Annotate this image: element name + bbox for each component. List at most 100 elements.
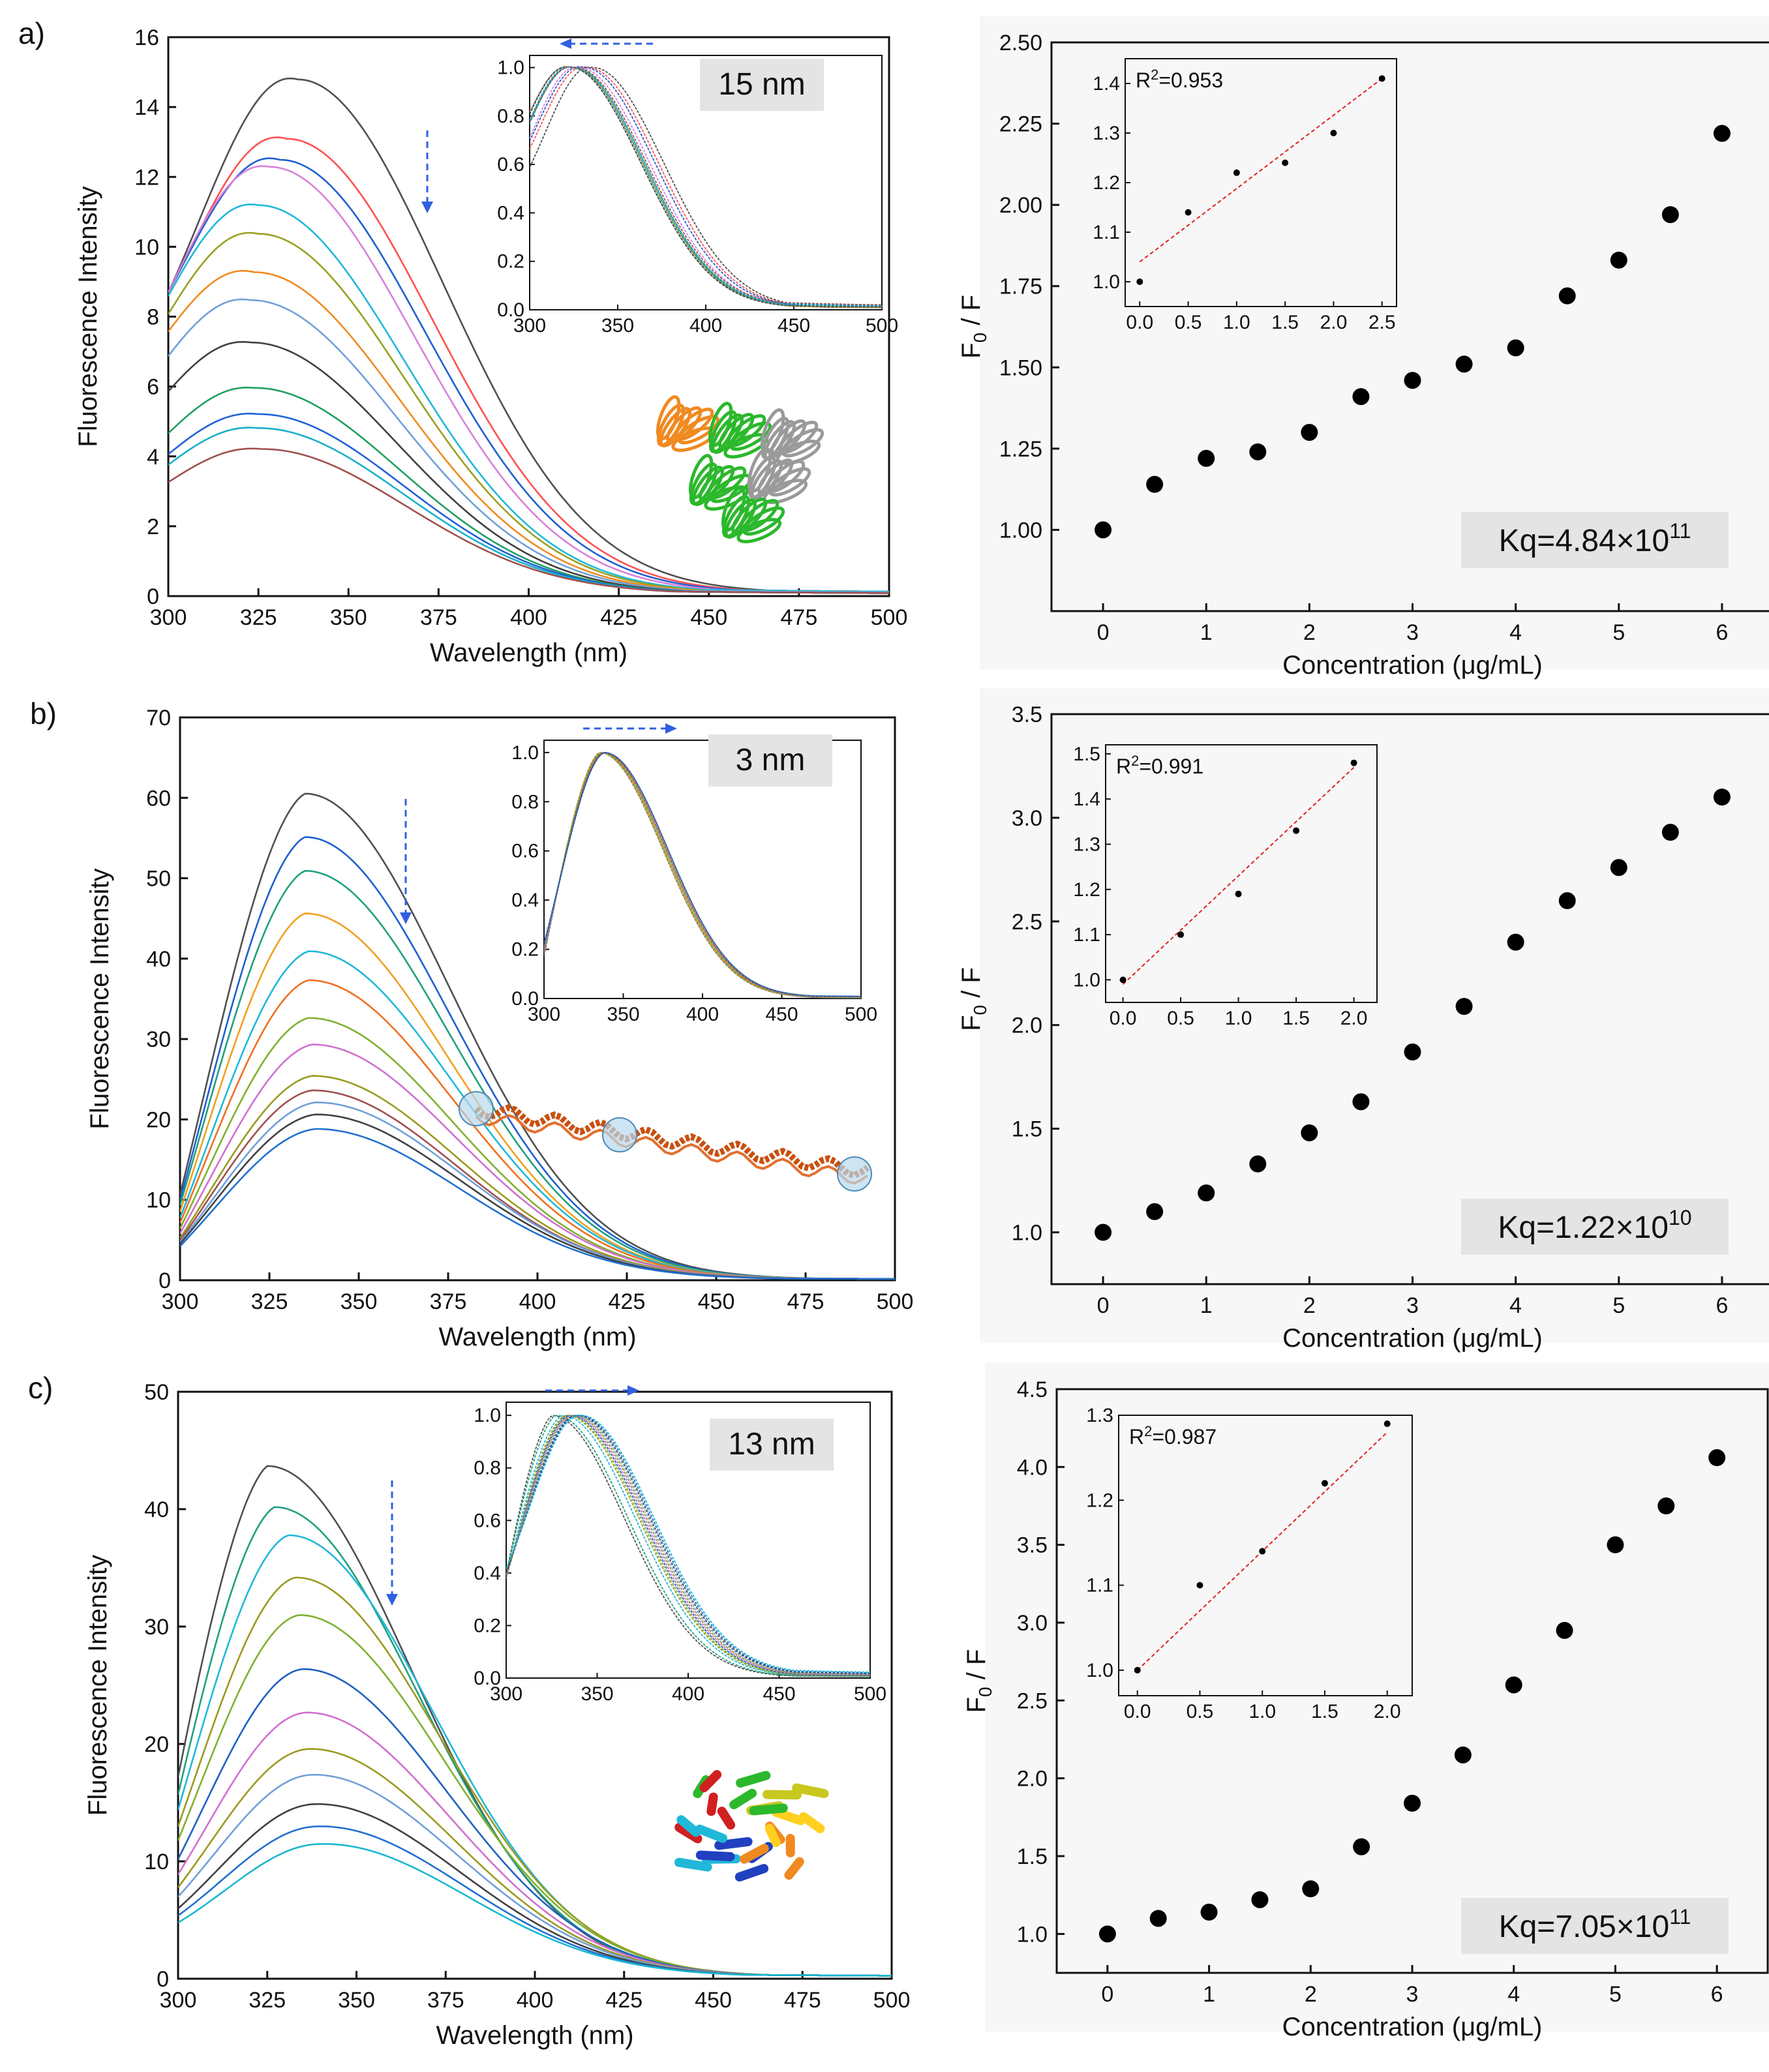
shift-arrow-head xyxy=(665,723,677,734)
sheet-segment xyxy=(762,1790,802,1800)
data-point xyxy=(1610,859,1627,877)
inset-y-tick-label: 0.4 xyxy=(474,1563,501,1584)
protein-structure-image xyxy=(674,1770,829,1882)
kq-value: Kq=7.05×1011 xyxy=(1499,1905,1691,1944)
inset-fit-line xyxy=(1122,766,1355,985)
y-axis-label-text: F0 / F xyxy=(957,295,990,359)
data-point xyxy=(1353,1838,1370,1855)
kq-exponent: 11 xyxy=(1669,519,1691,543)
x-tick-label: 425 xyxy=(600,605,637,630)
x-tick-label: 5 xyxy=(1612,1293,1625,1318)
inset-y-tick-label: 0.4 xyxy=(497,202,524,224)
sv-panel-b_sternvolmer: 0 1 2 3 4 5 6 1.0 1.5 2.0 2.5 3.0 3.5 Concentration (… xyxy=(957,688,1769,1353)
inset-x-tick-label: 0.5 xyxy=(1175,312,1202,333)
spectrum-line-5 xyxy=(168,203,889,593)
x-tick-label: 4 xyxy=(1509,620,1522,645)
spectrum-line-3 xyxy=(180,869,895,1280)
shift-badge: 3 nm xyxy=(736,743,806,777)
globular-domain xyxy=(602,1117,637,1152)
data-point xyxy=(1507,933,1524,951)
inset-norm-line-9 xyxy=(544,752,861,998)
x-tick-label: 475 xyxy=(784,1988,821,2013)
x-tick-label: 1 xyxy=(1203,1982,1215,2007)
inset-norm-line-1 xyxy=(544,752,861,998)
y-label-sub: 0 xyxy=(970,1005,990,1015)
inset-data-point xyxy=(1136,278,1143,285)
y-tick-label: 2.00 xyxy=(999,193,1042,218)
x-tick-label: 475 xyxy=(781,605,818,630)
helix-coil xyxy=(770,419,807,457)
shift-badge: 15 nm xyxy=(718,67,805,102)
protein-structure-image xyxy=(656,395,824,543)
x-tick-label: 400 xyxy=(517,1988,554,2013)
inset-y-tick-label: 1.0 xyxy=(1086,1660,1113,1681)
y-tick-label: 20 xyxy=(144,1732,169,1757)
inset-y-tick-label: 1.1 xyxy=(1093,222,1120,243)
data-point xyxy=(1352,388,1370,406)
data-point xyxy=(1095,1224,1112,1241)
y-tick-label: 2 xyxy=(147,515,159,539)
y-tick-label: 50 xyxy=(144,1380,169,1405)
x-tick-label: 475 xyxy=(787,1289,824,1314)
r2-sup: 2 xyxy=(1151,67,1158,83)
x-tick-label: 5 xyxy=(1612,620,1625,645)
kq-main: Kq=7.05×10 xyxy=(1499,1910,1670,1944)
inset-x-tick-label: 1.5 xyxy=(1271,312,1299,333)
y-label-main: F xyxy=(962,1697,991,1713)
inset-data-point xyxy=(1196,1582,1203,1589)
x-tick-label: 375 xyxy=(427,1988,464,2013)
fiber-strand-2 xyxy=(475,1114,869,1185)
spectrum-line-6 xyxy=(178,1668,892,1977)
y-tick-label: 0 xyxy=(157,1967,169,1992)
inset-norm-line-13 xyxy=(544,751,861,997)
inset-x-tick-label: 1.5 xyxy=(1282,1008,1310,1029)
spectrum-line-13 xyxy=(180,1128,895,1280)
y-axis-label-text: F0 / F xyxy=(962,1649,995,1713)
panel-background xyxy=(980,16,1769,670)
panel-label: c) xyxy=(28,1371,53,1405)
inset-y-tick-label: 1.3 xyxy=(1073,833,1100,855)
quench-arrow-head xyxy=(421,202,433,213)
spectra-panel-b_spectra: b) 300 325 350 375 400 425 450 475 500 0 10 20 30 40 50… xyxy=(30,697,913,1351)
inset-y-tick-label: 0.2 xyxy=(497,251,524,273)
inset-y-tick-label: 1.1 xyxy=(1086,1575,1113,1597)
x-tick-label: 350 xyxy=(338,1988,375,2013)
inset-x-tick-label: 1.0 xyxy=(1225,1008,1252,1029)
x-tick-label: 350 xyxy=(340,1289,378,1314)
inset-norm-line-11 xyxy=(544,751,861,997)
x-tick-label: 5 xyxy=(1609,1982,1622,2007)
kq-badge-bg xyxy=(1461,1199,1729,1255)
inset-norm-line-12 xyxy=(506,1415,870,1673)
shift-badge-bg xyxy=(700,59,824,111)
inset-y-tick-label: 1.4 xyxy=(1093,73,1120,95)
y-label-sub: 0 xyxy=(970,333,990,343)
x-tick-label: 375 xyxy=(430,1289,467,1314)
inset-y-tick-label: 1.0 xyxy=(511,742,539,764)
shift-badge-bg xyxy=(710,1419,834,1471)
y-tick-label: 2.0 xyxy=(1012,1013,1042,1038)
inset-norm-line-7 xyxy=(506,1415,870,1676)
inset-norm-line-7 xyxy=(544,751,861,998)
inset-x-tick-label: 300 xyxy=(528,1004,560,1025)
spectrum-line-2 xyxy=(178,1506,892,1977)
sheet-segment xyxy=(736,1771,771,1788)
inset-data-point xyxy=(1282,159,1289,166)
data-point xyxy=(1610,251,1627,269)
helix-coil xyxy=(736,518,782,543)
inset-norm-line-2 xyxy=(544,752,861,998)
inset-y-tick-label: 1.0 xyxy=(1073,969,1100,991)
inset-x-tick-label: 0.0 xyxy=(1124,1701,1151,1722)
x-tick-label: 350 xyxy=(330,605,367,630)
sheet-segment xyxy=(714,1837,753,1850)
y-tick-label: 6 xyxy=(147,375,159,400)
shift-arrow-head xyxy=(560,38,571,49)
sheet-segment xyxy=(784,1857,804,1880)
y-axis-label: F0 / F xyxy=(957,295,990,359)
x-tick-label: 450 xyxy=(695,1988,732,2013)
data-point xyxy=(1657,1497,1675,1514)
y-tick-label: 1.75 xyxy=(999,275,1042,299)
x-tick-label: 2 xyxy=(1305,1982,1317,2007)
data-point xyxy=(1095,521,1112,539)
inset-y-tick-label: 0.8 xyxy=(474,1458,501,1479)
